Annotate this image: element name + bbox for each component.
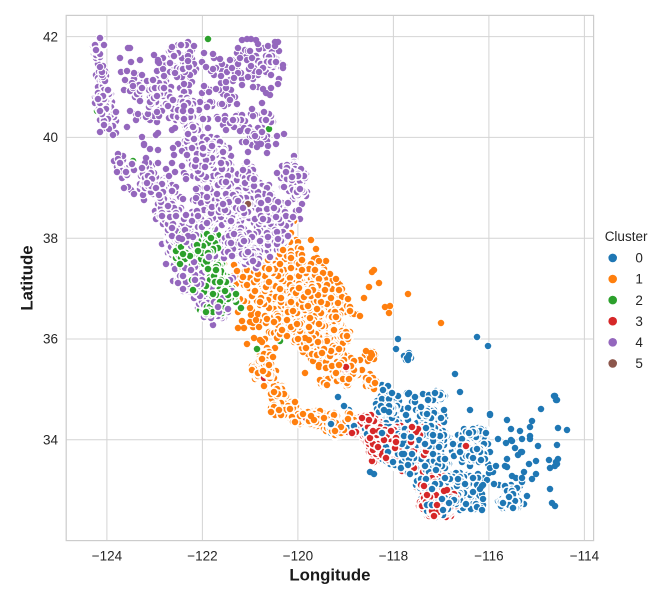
svg-text:−116: −116 [474,548,503,563]
svg-text:−114: −114 [570,548,600,563]
svg-text:38: 38 [43,231,58,246]
svg-text:Latitude: Latitude [18,245,37,310]
svg-text:0: 0 [635,251,643,266]
svg-text:−118: −118 [379,548,408,563]
svg-text:34: 34 [43,433,59,448]
svg-text:1: 1 [635,272,643,287]
svg-text:3: 3 [635,314,643,329]
svg-text:4: 4 [635,335,643,350]
svg-text:42: 42 [43,29,58,44]
svg-text:Longitude: Longitude [289,565,370,584]
svg-text:40: 40 [43,130,58,145]
svg-text:36: 36 [43,332,58,347]
svg-text:−122: −122 [187,548,217,563]
svg-text:5: 5 [635,356,643,371]
svg-text:−120: −120 [283,548,313,563]
svg-text:−124: −124 [92,548,123,563]
svg-text:Cluster: Cluster [605,229,648,244]
svg-text:2: 2 [635,293,643,308]
